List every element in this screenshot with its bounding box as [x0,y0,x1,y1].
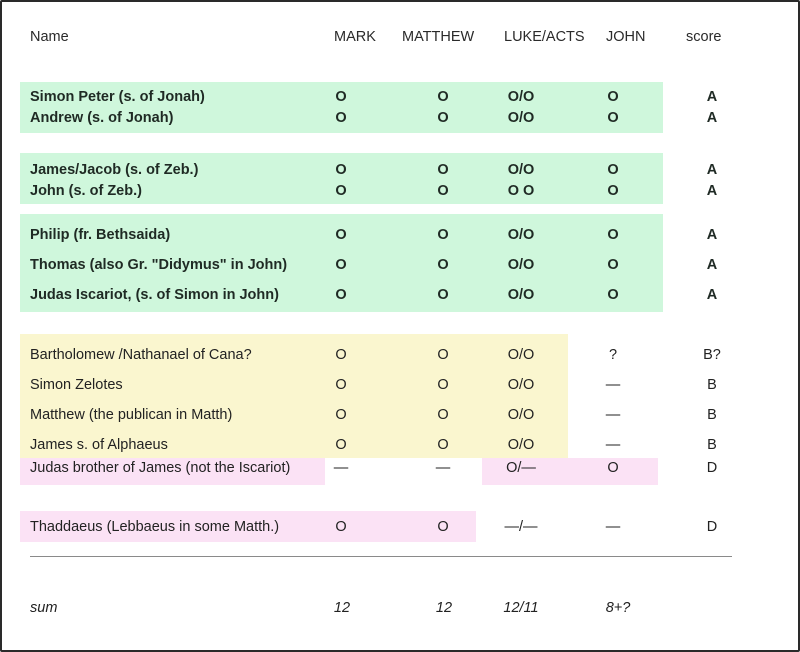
group-d-name-highlight-2 [20,511,476,542]
row-8-mark: O [335,347,347,363]
row-3-mark: O [335,162,347,178]
row-1-luke: O/O [507,89,535,105]
sum-mark: 12 [333,600,351,616]
row-13-name: Thaddaeus (Lebbaeus in some Matth.) [30,519,280,535]
row-13-mark: O [335,519,347,535]
group-b-block [20,334,568,458]
row-3-matthew: O [437,162,449,178]
row-5-john: O [607,227,619,243]
row-11-score: B [707,437,717,453]
header-matthew: MATTHEW [402,29,475,45]
row-13-score: D [706,519,718,535]
row-11-mark: O [335,437,347,453]
row-10-mark: O [335,407,347,423]
row-1-mark: O [335,89,347,105]
row-4-name: John (s. of Zeb.) [30,183,142,199]
group-a-block-3 [20,214,663,312]
row-2-luke: O/O [507,110,535,126]
row-4-matthew: O [437,183,449,199]
row-1-matthew: O [437,89,449,105]
sum-divider [30,556,732,557]
row-7-matthew: O [437,287,449,303]
group-d-luke-highlight [482,458,658,485]
row-5-name: Philip (fr. Bethsaida) [30,227,171,243]
row-6-score: A [706,257,718,273]
row-2-name: Andrew (s. of Jonah) [30,110,174,126]
row-6-john: O [607,257,619,273]
row-2-matthew: O [437,110,449,126]
row-10-luke: O/O [507,407,535,423]
row-12-name: Judas brother of James (not the Iscariot… [30,460,291,476]
row-12-score: D [706,460,718,476]
row-8-john: ? [608,347,618,363]
row-5-matthew: O [437,227,449,243]
sum-label: sum [30,600,58,616]
sum-matthew: 12 [435,600,453,616]
row-10-name: Matthew (the publican in Matth) [30,407,233,423]
row-4-luke: O O [507,183,535,199]
header-name: Name [30,29,69,45]
row-9-matthew: O [437,377,449,393]
row-2-john: O [607,110,619,126]
header-score: score [686,29,722,45]
row-2-mark: O [335,110,347,126]
row-7-luke: O/O [507,287,535,303]
row-7-name: Judas Iscariot, (s. of Simon in John) [30,287,279,303]
row-4-john: O [607,183,619,199]
row-8-matthew: O [437,347,449,363]
row-5-score: A [706,227,718,243]
row-12-luke: O/— [506,460,536,476]
row-9-score: B [707,377,717,393]
row-12-matthew: — [435,460,451,476]
row-4-score: A [706,183,718,199]
row-8-luke: O/O [507,347,535,363]
row-13-matthew: O [437,519,449,535]
row-3-score: A [706,162,718,178]
row-10-matthew: O [437,407,449,423]
row-9-luke: O/O [507,377,535,393]
row-6-mark: O [335,257,347,273]
row-7-john: O [607,287,619,303]
row-3-john: O [607,162,619,178]
row-6-matthew: O [437,257,449,273]
row-6-name: Thomas (also Gr. "Didymus" in John) [30,257,288,273]
sum-john: 8+? [605,600,631,616]
header-luke-acts: LUKE/ACTS [504,29,585,45]
row-12-john: O [607,460,619,476]
row-2-score: A [706,110,718,126]
header-john: JOHN [606,29,646,45]
row-10-john: — [605,407,621,423]
row-13-john: — [605,519,621,535]
row-8-score: B? [703,347,721,363]
row-5-mark: O [335,227,347,243]
group-a-block-2 [20,153,663,204]
row-1-score: A [706,89,718,105]
row-11-name: James s. of Alphaeus [30,437,168,453]
row-5-luke: O/O [507,227,535,243]
row-1-john: O [607,89,619,105]
row-11-john: — [605,437,621,453]
row-9-john: — [605,377,621,393]
row-4-mark: O [335,183,347,199]
row-10-score: B [707,407,717,423]
group-d-name-highlight-1 [20,458,325,485]
header-mark: MARK [334,29,376,45]
sum-luke-acts: 12/11 [503,600,539,616]
row-8-name: Bartholomew /Nathanael of Cana? [30,347,252,363]
row-7-score: A [706,287,718,303]
row-3-name: James/Jacob (s. of Zeb.) [30,162,199,178]
group-a-block-1 [20,82,663,133]
row-11-matthew: O [437,437,449,453]
row-7-mark: O [335,287,347,303]
row-3-luke: O/O [507,162,535,178]
row-9-mark: O [335,377,347,393]
row-11-luke: O/O [507,437,535,453]
row-12-mark: — [333,460,349,476]
row-13-luke: —/— [504,519,538,535]
row-1-name: Simon Peter (s. of Jonah) [30,89,205,105]
row-6-luke: O/O [507,257,535,273]
row-9-name: Simon Zelotes [30,377,123,393]
